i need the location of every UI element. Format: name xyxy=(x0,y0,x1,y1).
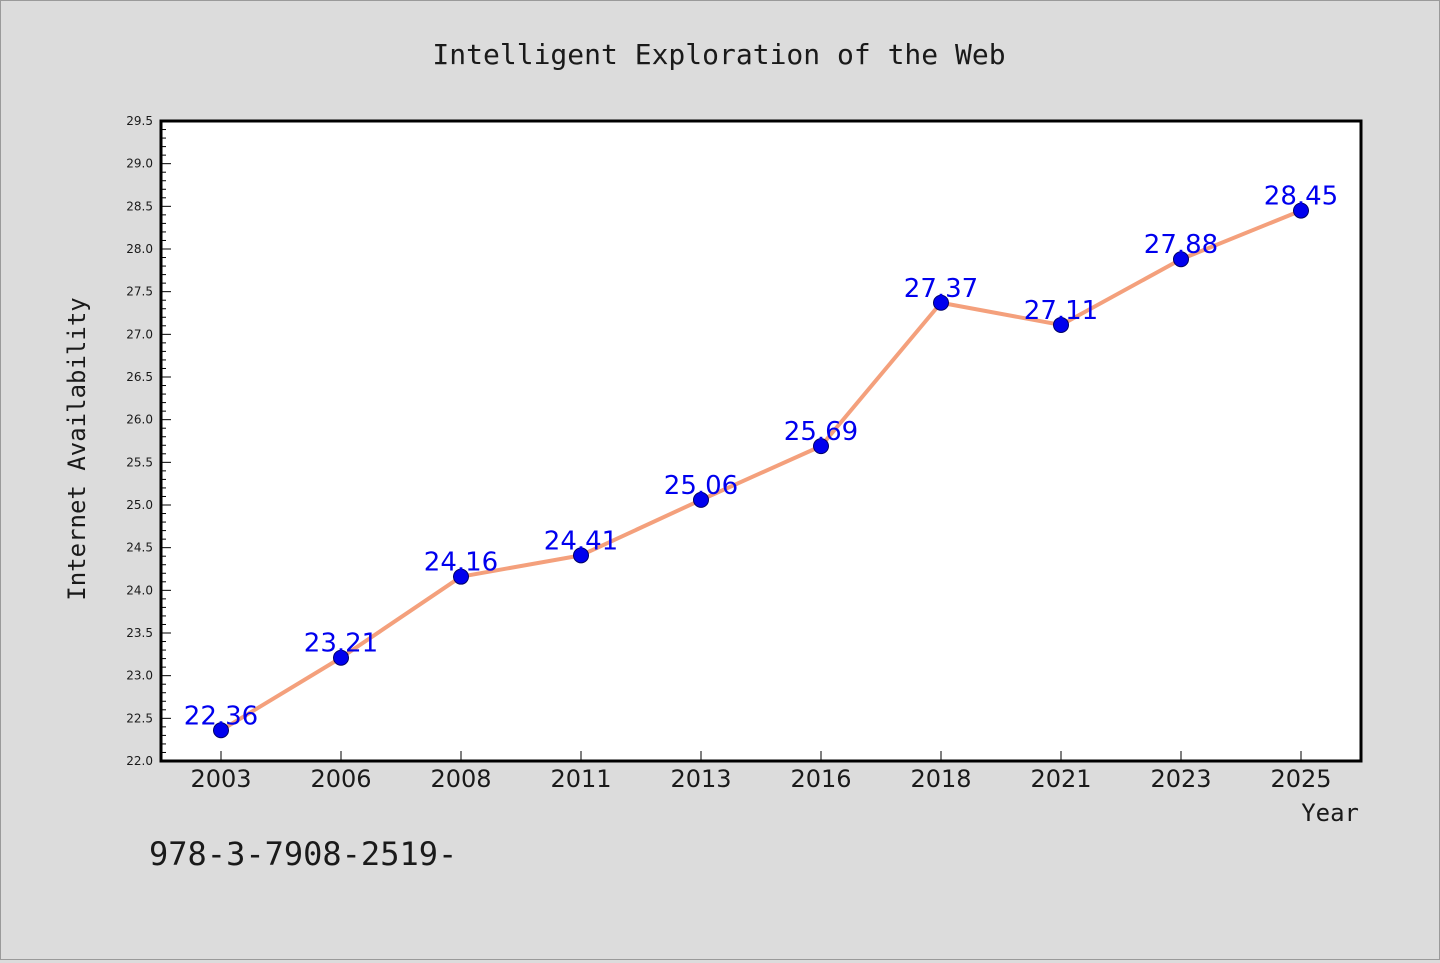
x-axis: 2003 2006 2008 2011 2013 2016 2018 2021 2023 2025 xyxy=(190,751,1332,793)
data-label: 25.06 xyxy=(664,471,738,501)
y-tick-label: 23.0 xyxy=(126,669,153,683)
data-label: 22.36 xyxy=(184,701,258,731)
y-tick-label: 23.5 xyxy=(126,626,153,640)
y-tick-label: 22.0 xyxy=(126,754,153,768)
y-tick-label: 29.5 xyxy=(126,114,153,128)
y-tick-label: 25.5 xyxy=(126,455,153,469)
footer-isbn-text: 978-3-7908-2519- xyxy=(149,835,457,873)
data-point-marker xyxy=(933,294,949,311)
data-point-marker xyxy=(333,649,349,666)
x-tick-label: 2003 xyxy=(190,765,251,793)
x-tick-label: 2013 xyxy=(670,765,731,793)
data-label: 27.37 xyxy=(904,274,978,304)
data-label: 24.16 xyxy=(424,548,498,578)
x-tick-label: 2021 xyxy=(1030,765,1091,793)
y-tick-label: 28.0 xyxy=(126,242,153,256)
data-point-marker xyxy=(573,547,589,564)
x-axis-label: Year xyxy=(1301,799,1359,827)
x-tick-label: 2023 xyxy=(1150,765,1211,793)
data-label: 28.45 xyxy=(1264,182,1338,212)
x-tick-label: 2025 xyxy=(1270,765,1331,793)
y-tick-label: 22.5 xyxy=(126,711,153,725)
y-tick-label: 26.0 xyxy=(126,413,153,427)
data-labels: 22.36 23.21 24.16 24.41 25.06 25.69 27.37 27.11… xyxy=(184,182,1338,732)
series-line xyxy=(219,208,1303,733)
x-tick-label: 2016 xyxy=(790,765,851,793)
plot-area xyxy=(159,119,1363,763)
data-label: 23.21 xyxy=(304,629,378,659)
y-tick-label: 25.0 xyxy=(126,498,153,512)
data-label: 27.88 xyxy=(1144,230,1218,260)
x-tick-label: 2006 xyxy=(310,765,371,793)
data-point-marker xyxy=(813,438,829,455)
data-point-marker xyxy=(1293,202,1309,219)
chart-title: Intelligent Exploration of the Web xyxy=(432,38,1005,71)
series-layer xyxy=(213,202,1309,739)
y-axis-label: Internet Availability xyxy=(63,297,91,600)
data-point-marker xyxy=(1053,316,1069,333)
data-point-marker xyxy=(453,568,469,585)
y-axis: 22.0 22.5 23.0 23.5 24.0 24.5 25.0 25.5 26.0 26.5… xyxy=(126,114,171,768)
data-point-marker xyxy=(213,722,229,739)
data-point-marker xyxy=(1173,251,1189,268)
y-tick-label: 26.5 xyxy=(126,370,153,384)
y-tick-label: 27.5 xyxy=(126,285,153,299)
data-label: 25.69 xyxy=(784,417,858,447)
y-tick-label: 24.5 xyxy=(126,541,153,555)
x-tick-label: 2018 xyxy=(910,765,971,793)
data-label: 27.11 xyxy=(1024,296,1098,326)
y-tick-label: 29.0 xyxy=(126,157,153,171)
data-point-marker xyxy=(693,491,709,508)
y-tick-label: 27.0 xyxy=(126,327,153,341)
data-label: 24.41 xyxy=(544,526,618,556)
x-tick-label: 2008 xyxy=(430,765,491,793)
x-tick-label: 2011 xyxy=(550,765,611,793)
y-tick-label: 28.5 xyxy=(126,199,153,213)
y-tick-label: 24.0 xyxy=(126,583,153,597)
